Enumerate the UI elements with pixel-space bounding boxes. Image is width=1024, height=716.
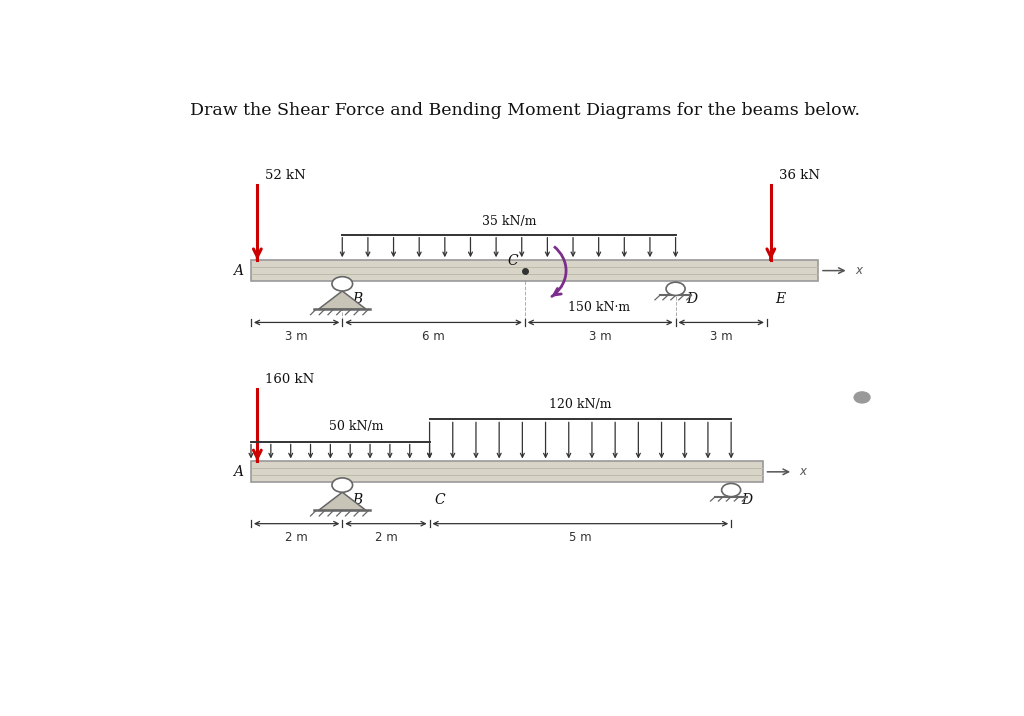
FancyBboxPatch shape (251, 461, 763, 483)
Text: B: B (352, 493, 362, 508)
Text: 5 m: 5 m (569, 531, 592, 544)
Text: 2 m: 2 m (375, 531, 397, 544)
Text: 120 kN/m: 120 kN/m (549, 398, 611, 411)
Text: C: C (508, 254, 518, 268)
Text: x: x (800, 465, 806, 478)
Text: 36 kN: 36 kN (779, 170, 820, 183)
Text: 3 m: 3 m (286, 330, 308, 343)
Text: 50 kN/m: 50 kN/m (329, 420, 383, 433)
Circle shape (854, 392, 870, 403)
Polygon shape (318, 291, 367, 309)
Text: E: E (775, 292, 785, 306)
Text: D: D (686, 292, 697, 306)
Text: C: C (434, 493, 445, 508)
Circle shape (722, 483, 740, 497)
Text: D: D (741, 493, 753, 508)
Text: 35 kN/m: 35 kN/m (481, 216, 537, 228)
Circle shape (666, 282, 685, 296)
Text: 3 m: 3 m (710, 330, 732, 343)
Text: 3 m: 3 m (589, 330, 611, 343)
Circle shape (332, 276, 352, 291)
Text: A: A (233, 465, 243, 479)
Polygon shape (318, 492, 367, 511)
FancyBboxPatch shape (251, 260, 818, 281)
Text: 160 kN: 160 kN (265, 373, 314, 387)
Text: B: B (352, 292, 362, 306)
Text: 2 m: 2 m (286, 531, 308, 544)
Text: Draw the Shear Force and Bending Moment Diagrams for the beams below.: Draw the Shear Force and Bending Moment … (189, 102, 860, 120)
Text: A: A (233, 263, 243, 278)
Text: 52 kN: 52 kN (265, 170, 306, 183)
Text: x: x (855, 264, 862, 277)
Text: 6 m: 6 m (422, 330, 444, 343)
Circle shape (332, 478, 352, 492)
Text: 150 kN·m: 150 kN·m (568, 301, 631, 314)
